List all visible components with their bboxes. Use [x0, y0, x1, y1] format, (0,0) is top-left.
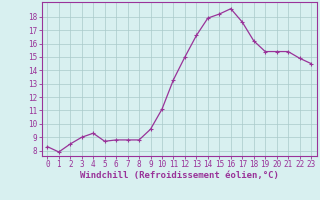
X-axis label: Windchill (Refroidissement éolien,°C): Windchill (Refroidissement éolien,°C): [80, 171, 279, 180]
